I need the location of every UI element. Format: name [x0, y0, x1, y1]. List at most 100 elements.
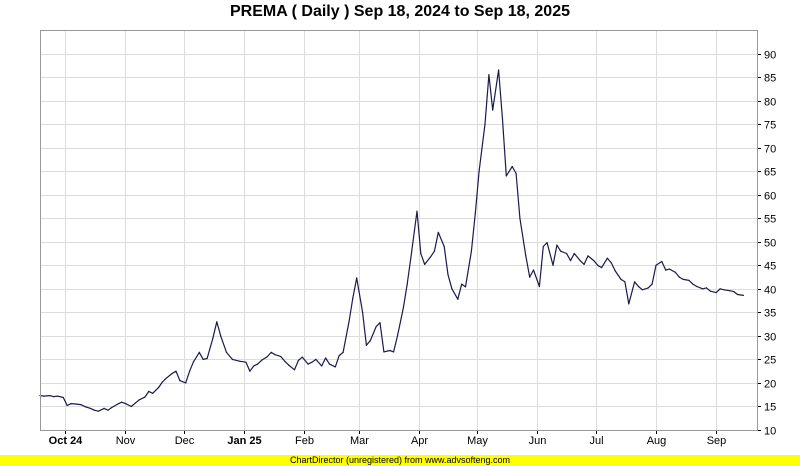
- data-point: [103, 407, 105, 409]
- data-point: [352, 297, 354, 299]
- data-point: [70, 403, 72, 405]
- data-point: [583, 263, 585, 265]
- data-point: [216, 321, 218, 323]
- data-point: [478, 170, 480, 172]
- data-point: [492, 109, 494, 111]
- data-point: [560, 250, 562, 252]
- x-tick-label: Jun: [529, 435, 547, 447]
- x-tick-label: Nov: [116, 435, 136, 447]
- data-point: [342, 351, 344, 353]
- data-point: [532, 269, 535, 271]
- data-point: [185, 382, 187, 384]
- data-point: [161, 381, 163, 383]
- data-point: [80, 404, 82, 406]
- data-point: [107, 409, 109, 411]
- data-point: [443, 245, 445, 248]
- data-point: [206, 357, 208, 360]
- data-point: [628, 303, 630, 305]
- y-tick-label: 25: [764, 355, 776, 367]
- data-point: [389, 349, 391, 352]
- data-point: [505, 175, 507, 177]
- data-point: [396, 335, 399, 337]
- data-point: [433, 250, 435, 252]
- data-point: [669, 268, 671, 270]
- data-point: [297, 359, 299, 361]
- data-point: [76, 403, 78, 405]
- data-point: [593, 260, 595, 262]
- data-point: [519, 217, 521, 219]
- data-point: [144, 396, 146, 398]
- data-point: [121, 401, 123, 403]
- x-tick-label: Oct 24: [49, 435, 84, 447]
- data-point: [138, 399, 140, 401]
- y-tick-label: 65: [764, 167, 776, 179]
- plot-border: [40, 30, 758, 431]
- data-point: [171, 372, 173, 375]
- data-point: [111, 406, 113, 408]
- data-point: [529, 276, 531, 278]
- data-point: [315, 358, 317, 360]
- data-point: [212, 337, 214, 339]
- axes: 10 15 20 25 30 35 40 45 50 55 60 65 70 75 80 85 90 Oct 24…: [40, 30, 776, 447]
- y-tick-label: 45: [764, 261, 776, 273]
- data-point: [130, 405, 132, 408]
- data-point: [89, 407, 92, 409]
- x-tick-label: Jul: [589, 435, 603, 447]
- data-point: [369, 340, 371, 342]
- y-tick-label: 40: [764, 285, 776, 297]
- data-point: [647, 287, 649, 289]
- y-tick-label: 85: [764, 73, 776, 85]
- data-point: [587, 255, 589, 257]
- data-point: [661, 260, 663, 263]
- y-tick-label: 20: [764, 379, 776, 391]
- data-point: [624, 281, 626, 283]
- data-point: [464, 286, 467, 288]
- series-layer: [39, 69, 745, 412]
- data-point: [696, 285, 698, 288]
- data-point: [556, 244, 558, 246]
- data-point: [49, 395, 51, 397]
- data-point: [674, 271, 677, 273]
- data-point: [682, 278, 684, 280]
- y-tick-label: 75: [764, 120, 776, 132]
- data-point: [93, 409, 95, 411]
- data-point: [402, 307, 404, 309]
- data-point: [566, 252, 568, 255]
- data-point: [325, 357, 327, 359]
- data-point: [165, 377, 167, 379]
- data-point: [733, 291, 735, 293]
- data-point: [430, 256, 432, 258]
- x-tick-label: Mar: [350, 435, 369, 447]
- data-point: [379, 322, 381, 324]
- data-point: [573, 252, 575, 255]
- data-point: [665, 269, 667, 271]
- data-point: [84, 405, 86, 408]
- y-tick-label: 80: [764, 97, 776, 109]
- data-point: [569, 260, 572, 262]
- data-point: [719, 288, 721, 290]
- data-point: [546, 242, 548, 244]
- data-point: [488, 74, 490, 76]
- x-tick-label: Sep: [707, 435, 727, 447]
- data-point: [189, 370, 191, 372]
- data-point: [270, 351, 272, 353]
- data-point: [715, 292, 717, 294]
- data-point: [542, 245, 544, 248]
- data-point: [148, 390, 150, 392]
- data-point: [498, 69, 500, 71]
- data-point: [348, 321, 350, 323]
- data-point: [511, 165, 513, 168]
- data-point: [301, 356, 303, 358]
- data-point: [723, 289, 725, 291]
- data-point: [253, 365, 255, 367]
- data-point: [692, 283, 694, 285]
- y-tick-label: 10: [764, 426, 776, 438]
- data-point: [705, 287, 708, 289]
- data-point: [117, 403, 119, 405]
- data-point: [737, 293, 739, 296]
- x-tick-label: Feb: [295, 435, 314, 447]
- data-point: [416, 210, 418, 212]
- data-point: [239, 360, 241, 362]
- data-point: [651, 283, 653, 285]
- y-tick-label: 55: [764, 214, 776, 226]
